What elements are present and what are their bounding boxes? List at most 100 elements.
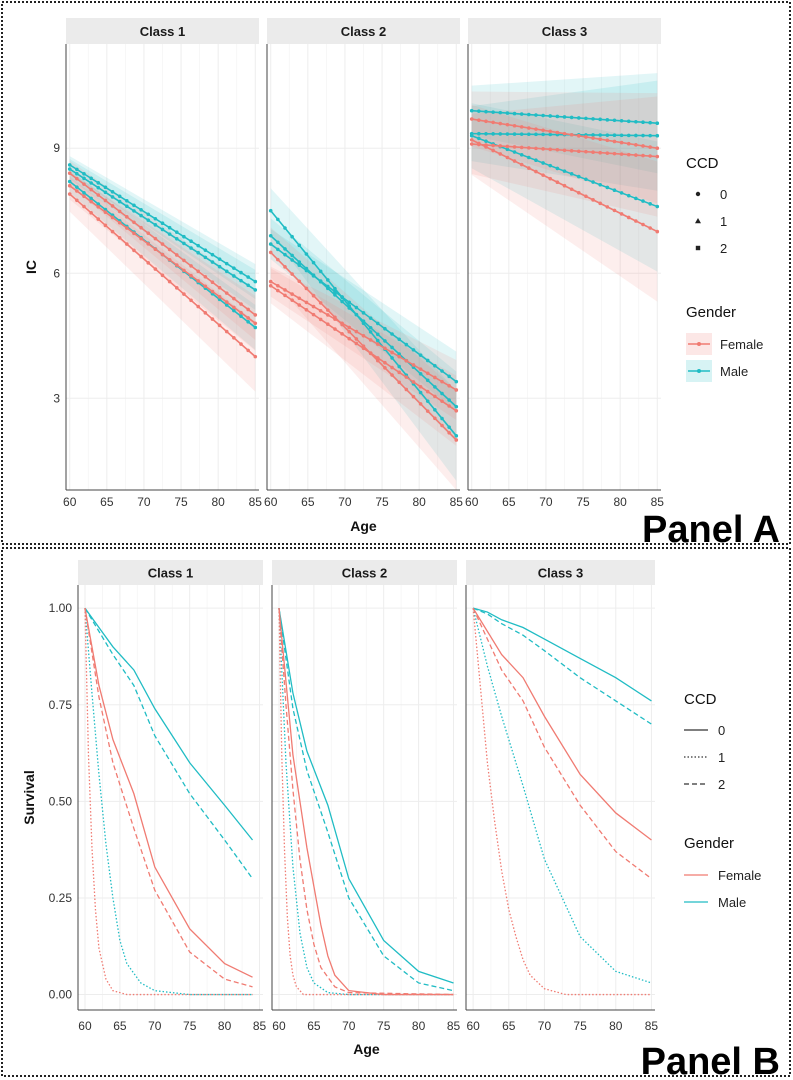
point-male-ccd-2 [326, 286, 330, 291]
point-male-ccd-1 [527, 155, 531, 160]
point-female-ccd-2 [189, 273, 193, 278]
point-male-ccd-0 [454, 379, 459, 384]
point-female-ccd-1 [498, 152, 503, 156]
point-female-ccd-2 [67, 183, 72, 188]
ci-ribbon-female-ccd-1 [270, 227, 457, 491]
x-tick-label-85: 85 [249, 495, 263, 509]
point-male-ccd-0 [361, 311, 366, 315]
point-female-ccd-1 [182, 292, 186, 296]
point-male-ccd-2 [110, 195, 115, 199]
facet-strip-label-class-2: Class 2 [342, 566, 388, 581]
point-female-ccd-1 [447, 430, 451, 435]
point-female-ccd-2 [239, 310, 243, 315]
point-female-ccd-2 [290, 298, 294, 302]
x-tick-label-80: 80 [218, 1019, 232, 1033]
point-female-ccd-1 [433, 416, 437, 421]
point-male-ccd-2 [354, 312, 359, 317]
point-male-ccd-0 [96, 181, 101, 185]
point-male-ccd-1 [512, 150, 517, 154]
point-female-ccd-1 [89, 211, 93, 215]
point-male-ccd-0 [576, 116, 581, 120]
point-female-ccd-1 [340, 322, 344, 327]
panel-1-facet-class-2: Class 2 60 65 70 75 80 85 [271, 560, 461, 1033]
panel-1-y-tick-label-0-50: 0.50 [49, 794, 73, 808]
point-female-ccd-0 [584, 135, 588, 139]
point-male-ccd-0 [598, 117, 602, 122]
point-female-ccd-2 [340, 332, 344, 336]
point-male-ccd-0 [290, 258, 294, 262]
point-male-ccd-2 [505, 132, 510, 136]
point-male-ccd-2 [318, 279, 323, 284]
point-female-ccd-0 [512, 123, 517, 128]
point-female-ccd-2 [390, 365, 394, 370]
point-female-ccd-0 [153, 236, 158, 241]
point-male-ccd-0 [619, 118, 624, 123]
point-female-ccd-2 [347, 336, 352, 341]
point-female-ccd-0 [425, 371, 430, 376]
point-female-ccd-2 [404, 375, 409, 379]
point-female-ccd-1 [397, 380, 401, 385]
point-male-ccd-2 [347, 306, 352, 310]
point-female-ccd-1 [584, 194, 588, 199]
point-male-ccd-1 [591, 180, 595, 184]
point-female-ccd-0 [527, 126, 531, 130]
point-male-ccd-0 [232, 266, 236, 270]
point-female-ccd-1 [210, 317, 215, 321]
ci-ribbon-male-ccd-0 [471, 73, 658, 174]
point-female-ccd-0 [469, 117, 474, 121]
point-female-ccd-0 [103, 198, 108, 203]
point-male-ccd-0 [447, 374, 451, 379]
point-male-ccd-1 [634, 196, 638, 201]
point-male-ccd-1 [304, 252, 309, 256]
point-male-ccd-2 [203, 255, 208, 260]
point-female-ccd-0 [454, 388, 459, 392]
point-female-ccd-2 [311, 312, 316, 317]
point-female-ccd-0 [239, 302, 243, 306]
point-male-ccd-1 [484, 139, 488, 143]
legend-ccd-2-label: 2 [718, 777, 725, 792]
panel-0-facet-class-1: Class 1 60 65 70 75 80 85 [63, 18, 262, 509]
point-female-ccd-2 [333, 327, 337, 331]
point-male-ccd-0 [117, 194, 122, 199]
point-female-ccd-2 [132, 231, 136, 236]
point-male-ccd-2 [232, 274, 236, 278]
x-tick-label-60: 60 [78, 1019, 92, 1033]
point-male-ccd-1 [619, 191, 624, 195]
point-female-ccd-2 [418, 384, 423, 389]
point-female-ccd-2 [425, 389, 430, 394]
point-female-ccd-2 [167, 257, 172, 262]
point-female-ccd-1 [160, 273, 165, 278]
point-female-ccd-0 [598, 137, 602, 142]
panel-b-border [1, 547, 791, 1077]
point-male-ccd-2 [498, 132, 503, 136]
point-female-ccd-0 [361, 333, 366, 338]
point-male-ccd-2 [605, 133, 610, 137]
point-male-ccd-1 [477, 136, 481, 141]
point-male-ccd-0 [368, 316, 373, 320]
point-female-ccd-0 [648, 145, 652, 149]
point-male-ccd-1 [548, 163, 553, 168]
point-male-ccd-2 [440, 391, 444, 396]
point-female-ccd-0 [354, 329, 359, 334]
x-tick-label-60: 60 [63, 495, 77, 509]
point-male-ccd-0 [146, 212, 151, 217]
point-female-ccd-1 [541, 173, 545, 177]
legend-ccd-0-dot-icon [695, 191, 701, 197]
point-female-ccd-1 [96, 217, 101, 221]
point-female-ccd-1 [411, 394, 416, 399]
point-male-ccd-0 [375, 321, 380, 326]
point-female-ccd-0 [146, 231, 151, 235]
point-female-ccd-2 [361, 346, 366, 351]
point-male-ccd-0 [67, 163, 72, 167]
point-male-ccd-2 [477, 131, 481, 136]
point-female-ccd-1 [139, 254, 143, 259]
point-female-ccd-1 [548, 176, 553, 181]
point-female-ccd-2 [326, 322, 330, 327]
point-female-ccd-0 [276, 283, 280, 288]
legend-ccd-0-label: 0 [718, 723, 725, 738]
legend-female-label: Female [718, 868, 761, 883]
point-male-ccd-1 [605, 185, 610, 190]
point-female-ccd-0 [297, 296, 302, 301]
point-male-ccd-1 [290, 234, 294, 239]
